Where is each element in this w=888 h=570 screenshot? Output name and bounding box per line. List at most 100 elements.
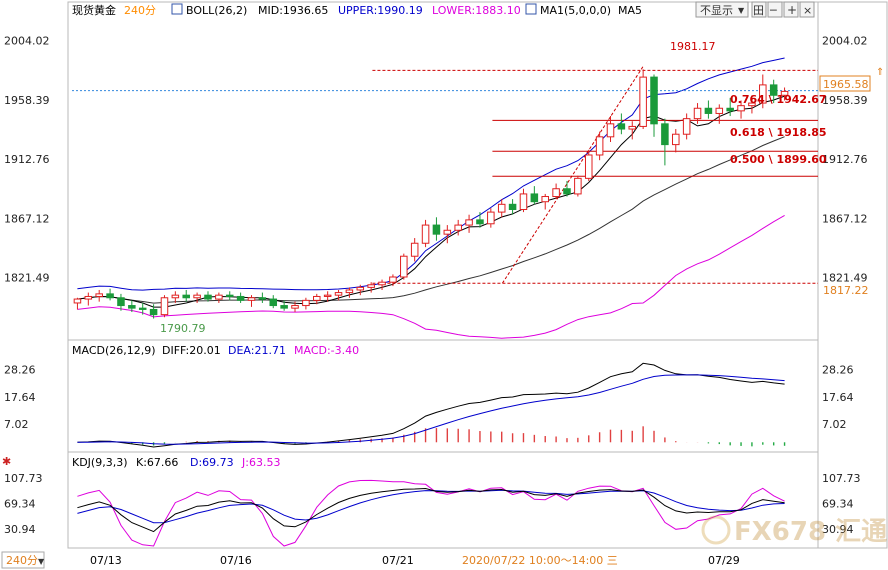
grid-icon: 田 — [753, 4, 764, 17]
toolbar-button-add[interactable] — [783, 1, 799, 18]
macd-diff: DIFF:20.01 — [162, 344, 221, 357]
candle-body — [606, 123, 615, 138]
macd-tick-left: 28.26 — [4, 364, 36, 377]
toolbar-button-minimize[interactable] — [767, 1, 783, 18]
toolbar-button-grid[interactable] — [751, 1, 767, 18]
fib-764-label: 0.764 \ 1942.67 — [730, 93, 827, 106]
candle-body — [574, 177, 582, 195]
macd-diff-line — [77, 362, 785, 448]
logo-icon — [701, 515, 731, 545]
boll-checkbox[interactable] — [171, 3, 183, 15]
candle-body — [519, 193, 528, 211]
chevron-down-icon: ▼ — [38, 557, 45, 566]
candle-body — [269, 298, 278, 307]
candle-body — [313, 295, 321, 301]
price-tick-right: 1867.12 — [822, 212, 868, 225]
kdj-j-line — [77, 479, 785, 547]
fib-500-label: 0.500 \ 1899.60 — [730, 153, 827, 166]
candle-body — [225, 294, 234, 297]
period-button[interactable] — [1, 551, 45, 569]
kdj-title: KDJ(9,3,3) — [72, 456, 128, 469]
candle-body — [476, 219, 484, 225]
candle-body — [693, 107, 702, 120]
plus-icon: + — [787, 3, 797, 17]
candle-body — [215, 294, 223, 300]
display-dropdown[interactable] — [695, 1, 749, 18]
candle-body — [334, 292, 343, 296]
minimize-icon: ─ — [769, 4, 777, 17]
ma-checkbox[interactable] — [525, 3, 537, 15]
candle-body — [182, 294, 190, 299]
boll-upper-line — [77, 57, 785, 291]
macd-tick-left: 17.64 — [4, 391, 36, 404]
price-tick-left: 1912.76 — [4, 153, 50, 166]
date-label: 07/13 — [90, 554, 122, 567]
macd-panel[interactable] — [67, 339, 819, 453]
kdj-tick-right: 69.34 — [822, 497, 854, 510]
candle-body — [138, 307, 147, 310]
candle-body — [291, 305, 299, 309]
candle-body — [487, 211, 495, 225]
kdj-d: D:69.73 — [190, 456, 234, 469]
date-label: 07/16 — [220, 554, 252, 567]
up-arrow-icon: ⇑ — [876, 67, 884, 78]
kdj-panel[interactable] — [67, 451, 819, 549]
candle-body — [672, 133, 680, 146]
candle-body — [584, 154, 593, 179]
price-tick-left: 2004.02 — [4, 35, 50, 48]
price-tick-left: 1821.49 — [4, 272, 50, 285]
candle-body — [715, 107, 724, 114]
watermark: FX678 汇通网 — [701, 515, 888, 547]
macd-tick-right: 7.02 — [822, 418, 847, 431]
candle-body — [748, 102, 756, 107]
period-button-label: 240分 — [6, 554, 38, 567]
ma-label: MA1(5,0,0,0) — [540, 4, 611, 17]
boll-upper: UPPER:1990.19 — [338, 4, 423, 17]
price-tick-right: 1821.49 — [822, 272, 868, 285]
candle-body — [247, 297, 256, 301]
candle-body — [95, 293, 103, 297]
candle-body — [726, 107, 734, 112]
candle-body — [84, 295, 93, 300]
candle-body — [378, 281, 386, 286]
candle-body — [432, 224, 441, 235]
low-label: 1790.79 — [160, 322, 206, 335]
candle-body — [508, 203, 517, 211]
candle-body — [367, 284, 375, 288]
right-axis — [817, 1, 888, 549]
candle-body — [497, 203, 506, 213]
candle-body — [345, 289, 354, 294]
candle-body — [410, 242, 419, 257]
kdj-tick-right: 107.73 — [822, 472, 861, 485]
kdj-tick-right: 30.94 — [822, 523, 854, 536]
kdj-j: J:63.53 — [241, 456, 280, 469]
candle-body — [628, 125, 637, 130]
candle-body — [541, 196, 549, 203]
candle-body — [421, 224, 430, 244]
candle-body — [106, 293, 114, 299]
ma5-label: MA5 — [618, 4, 642, 17]
boll-lower: LOWER:1883.10 — [432, 4, 521, 17]
boll-lower-line — [77, 214, 785, 339]
period-label: 240分 — [124, 4, 156, 17]
candle-body — [280, 305, 288, 309]
candle-body — [617, 123, 626, 130]
macd-value: MACD:-3.40 — [294, 344, 359, 357]
candle-body — [323, 294, 332, 297]
candle-body — [704, 107, 713, 114]
candle-body — [759, 84, 767, 104]
candle-body — [769, 84, 778, 96]
settings-icon[interactable]: ✱ — [2, 455, 11, 468]
chevron-down-icon: ▼ — [738, 6, 745, 15]
fib-trend-line — [502, 66, 644, 284]
candle-body — [389, 276, 397, 283]
candle-body — [204, 294, 212, 300]
candle-body — [160, 297, 169, 316]
kdj-k: K:67.66 — [136, 456, 178, 469]
macd-dea: DEA:21.71 — [228, 344, 286, 357]
watermark-text: FX678 汇通网 — [734, 517, 888, 547]
candle-body — [73, 298, 82, 304]
candle-body — [639, 76, 647, 127]
toolbar-button-close[interactable] — [799, 1, 815, 18]
